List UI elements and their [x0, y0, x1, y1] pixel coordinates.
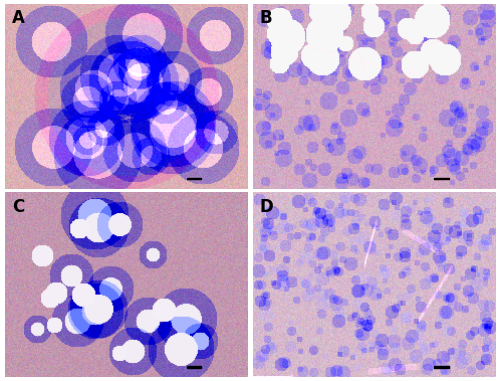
Text: D: D — [260, 198, 274, 216]
Bar — [187, 367, 202, 368]
Text: B: B — [260, 10, 272, 27]
Text: C: C — [12, 198, 24, 216]
Bar — [434, 178, 449, 179]
Bar — [434, 367, 449, 368]
Text: A: A — [12, 10, 25, 27]
Bar — [187, 178, 202, 179]
